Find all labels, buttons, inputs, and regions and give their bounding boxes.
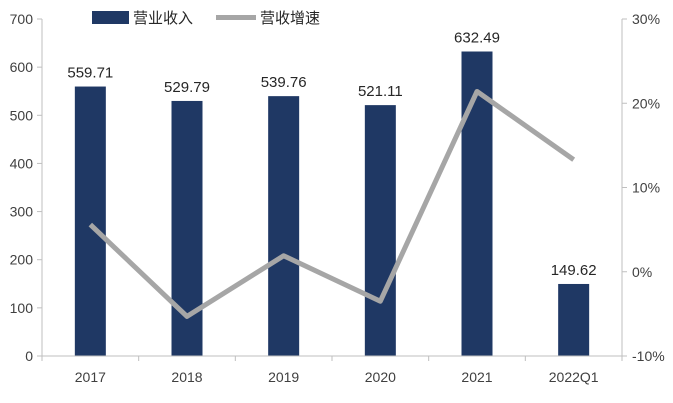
legend-label-revenue: 营业收入 — [133, 9, 193, 27]
right-tick-label: 30% — [632, 11, 660, 27]
bar-value-label: 632.49 — [454, 30, 500, 47]
x-axis: 2017 2018 2019 2020 2021 2022Q1 — [41, 355, 623, 385]
x-tick-label: 2020 — [365, 369, 396, 385]
x-tick-label: 2019 — [268, 369, 299, 385]
bar-value-label: 521.11 — [358, 83, 403, 100]
left-tick-label: 100 — [10, 300, 34, 316]
growth-series — [88, 88, 576, 319]
legend-label-growth: 营收增速 — [260, 9, 320, 27]
bar-2022Q1 — [558, 283, 590, 356]
left-tick-label: 0 — [25, 348, 33, 364]
bar-value-label: 149.62 — [551, 262, 597, 279]
x-tick-label: 2022Q1 — [549, 369, 599, 385]
bar-value-label: 539.76 — [261, 74, 307, 91]
right-axis: -10% 0% 10% 20% 30% — [621, 11, 665, 364]
left-tick-label: 600 — [10, 59, 34, 75]
bar-series — [74, 51, 590, 357]
bar-2021 — [461, 51, 493, 356]
left-tick-label: 700 — [10, 11, 34, 27]
bar-2017 — [74, 86, 106, 356]
legend: 营业收入 营收增速 — [92, 9, 320, 27]
left-tick-label: 400 — [10, 155, 34, 171]
right-tick-label: 20% — [632, 95, 660, 111]
bar-2019 — [268, 96, 300, 357]
right-tick-label: -10% — [632, 348, 665, 364]
right-tick-label: 0% — [632, 264, 652, 280]
x-tick-label: 2018 — [171, 369, 202, 385]
legend-swatch-revenue — [92, 11, 129, 24]
bar-value-label: 559.71 — [67, 65, 113, 82]
left-tick-label: 300 — [10, 204, 34, 220]
right-tick-label: 10% — [632, 180, 660, 196]
bar-value-label: 529.79 — [164, 79, 210, 96]
left-tick-label: 200 — [10, 252, 34, 268]
data-labels: 559.71 529.79 539.76 521.11 632.49 149.62 — [67, 30, 596, 279]
bar-2020 — [364, 105, 396, 356]
left-tick-label: 500 — [10, 107, 34, 123]
growth-line — [88, 88, 576, 319]
x-tick-label: 2021 — [461, 369, 492, 385]
left-axis: 0 100 200 300 400 500 600 700 — [10, 11, 43, 364]
x-tick-label: 2017 — [75, 369, 106, 385]
